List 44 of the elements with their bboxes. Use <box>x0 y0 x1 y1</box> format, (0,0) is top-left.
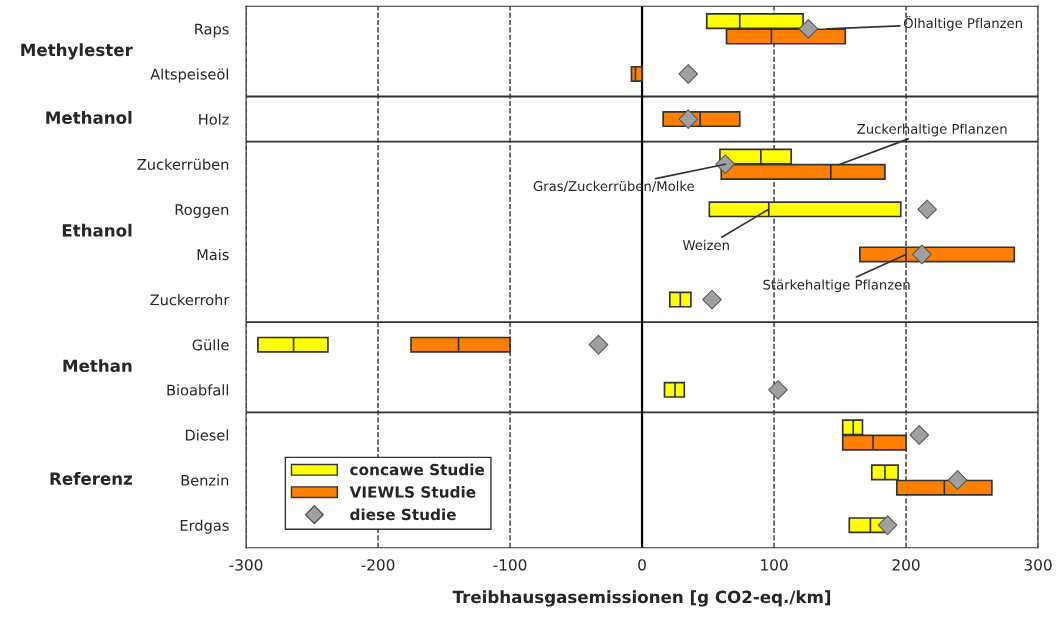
point <box>917 199 938 220</box>
text: Methylester <box>21 43 133 60</box>
point <box>877 515 898 536</box>
y-tick-label: Holz <box>199 113 229 125</box>
point <box>678 109 699 129</box>
x-axis-title: Treibhausgasemissionen [g CO2-eq./km] <box>452 590 831 607</box>
y-tick-label: Zuckerrohr <box>150 294 230 306</box>
text: Methan <box>63 359 132 373</box>
annotation: Stärkehaltige Pflanzen <box>763 279 910 293</box>
point <box>909 425 930 445</box>
point <box>912 244 932 265</box>
point <box>947 470 968 490</box>
x-tick-label: -100 <box>493 559 527 571</box>
point <box>678 64 699 84</box>
point <box>768 379 788 400</box>
y-tick-label: Bioabfall <box>167 384 229 396</box>
annotation: Weizen <box>682 239 729 251</box>
point <box>715 154 736 175</box>
legend-label: concawe Studie <box>350 463 485 476</box>
x-tick-label: 200 <box>892 559 920 571</box>
text: Ethanol <box>62 223 132 237</box>
y-tick-label: Gülle <box>192 339 229 351</box>
point <box>798 18 819 39</box>
y-tick-label: Mais <box>197 248 229 261</box>
x-tick-label: -200 <box>361 559 395 571</box>
y-tick-label: Benzin <box>181 474 229 486</box>
y-tick-label: Zuckerrüben <box>137 158 229 170</box>
x-tick-label: 100 <box>761 559 788 571</box>
y-tick-label: Raps <box>195 23 229 38</box>
annotation: Ölhaltige Pflanzen <box>903 15 1022 31</box>
annotation: Zuckerhaltige Pflanzen <box>857 123 1007 137</box>
legend-label: diese Studie <box>350 508 456 521</box>
y-tick-label: Altspeiseöl <box>150 68 229 83</box>
y-tick-label: Roggen <box>175 204 229 218</box>
x-tick-label: 300 <box>1024 559 1052 571</box>
point <box>588 334 609 355</box>
y-tick-label: Diesel <box>185 429 229 441</box>
x-tick-label: 0 <box>638 559 646 571</box>
text: Methanol <box>46 111 132 124</box>
point <box>702 289 722 310</box>
legend-label: VIEWLS Studie <box>349 485 476 498</box>
text: Referenz <box>50 472 132 485</box>
y-tick-label: Erdgas <box>180 519 229 534</box>
x-tick-label: -300 <box>229 559 263 571</box>
